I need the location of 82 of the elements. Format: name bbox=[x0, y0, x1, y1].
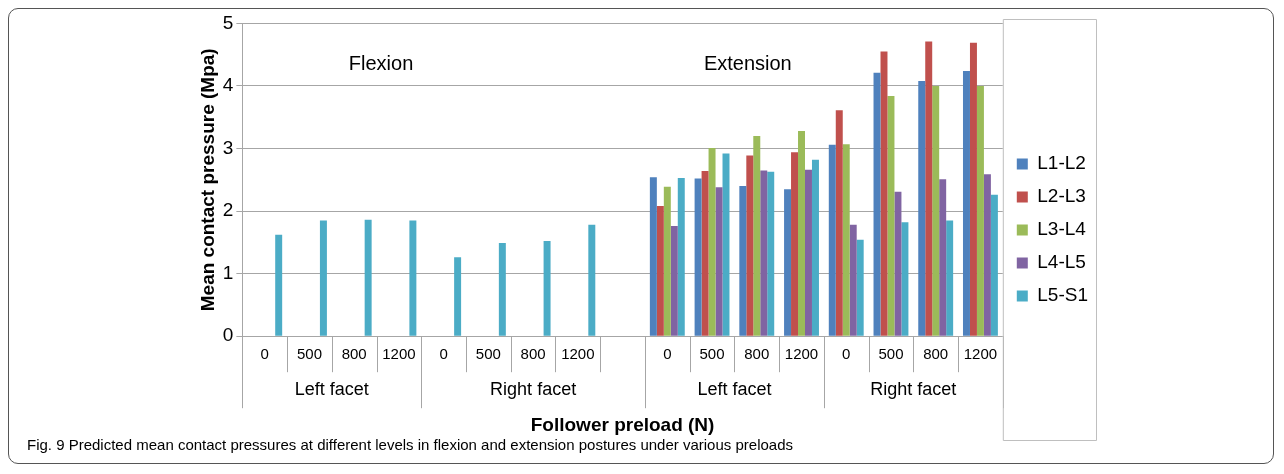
bar bbox=[715, 187, 723, 336]
x-tick-label: 500 bbox=[878, 345, 904, 363]
x-tick-label: 500 bbox=[699, 345, 725, 363]
y-tick-label: 1 bbox=[222, 261, 234, 283]
x-tick-label: 800 bbox=[520, 345, 546, 363]
bar bbox=[708, 147, 716, 336]
bar bbox=[828, 144, 836, 336]
x-tick-label: 0 bbox=[439, 345, 448, 363]
text: Left facet bbox=[697, 379, 772, 400]
x-tick-label: 800 bbox=[923, 345, 949, 363]
legend-label: L1-L2 bbox=[1037, 152, 1086, 174]
y-tick-label: 3 bbox=[222, 136, 234, 158]
x-tick-label: 800 bbox=[744, 345, 770, 363]
bar bbox=[656, 206, 664, 336]
bar bbox=[767, 171, 775, 336]
bar bbox=[856, 239, 864, 336]
y-tick-label: 5 bbox=[222, 11, 234, 33]
annotation: Extension bbox=[703, 51, 792, 74]
legend-label: L2-L3 bbox=[1037, 185, 1086, 207]
bar bbox=[319, 220, 327, 336]
legend-label: L3-L4 bbox=[1037, 218, 1087, 240]
x-tick-label: 800 bbox=[341, 345, 367, 363]
y-tick-label: 4 bbox=[222, 74, 234, 96]
bar bbox=[753, 136, 761, 336]
bar bbox=[677, 177, 685, 336]
bar bbox=[694, 178, 702, 336]
bar bbox=[663, 186, 671, 336]
bar bbox=[543, 241, 551, 336]
bar bbox=[849, 224, 857, 336]
bar bbox=[364, 219, 372, 336]
bar bbox=[939, 179, 947, 336]
bar bbox=[946, 220, 954, 336]
bar bbox=[701, 171, 709, 336]
bar bbox=[932, 85, 940, 336]
x-tick-label: 500 bbox=[475, 345, 501, 363]
x-tick-label: 500 bbox=[296, 345, 322, 363]
y-axis-title: Mean contact pressure (Mpa) bbox=[196, 48, 218, 312]
bar bbox=[925, 41, 933, 336]
bar bbox=[670, 226, 678, 336]
bar bbox=[901, 222, 909, 336]
bar bbox=[791, 152, 799, 336]
x-tick-label: 1200 bbox=[561, 345, 595, 363]
y-tick-label: 0 bbox=[222, 324, 234, 346]
x-tick-label: 0 bbox=[842, 345, 851, 363]
bar bbox=[498, 242, 506, 336]
text: Right facet bbox=[870, 379, 957, 400]
legend-label: L4-L5 bbox=[1037, 251, 1086, 273]
bar bbox=[805, 169, 812, 336]
legend-label: L5-S1 bbox=[1037, 284, 1088, 306]
x-tick-label: 1200 bbox=[784, 345, 819, 363]
bar bbox=[588, 224, 596, 336]
caption: Fig. 9 Predicted mean contact pressures at different levels in flexion and extension postures under various preloads bbox=[27, 436, 793, 453]
annotation: Flexion bbox=[348, 51, 414, 74]
x-axis-title: Follower preload (N) bbox=[530, 413, 715, 435]
bar bbox=[746, 155, 754, 336]
bar bbox=[887, 95, 895, 336]
bar bbox=[976, 85, 984, 336]
bar bbox=[842, 144, 850, 336]
bar bbox=[811, 159, 819, 336]
x-tick-label: 1200 bbox=[963, 345, 998, 363]
bar bbox=[275, 234, 283, 336]
text: Left facet bbox=[294, 379, 369, 400]
bar bbox=[983, 174, 991, 336]
bar bbox=[409, 220, 417, 336]
x-tick-label: 0 bbox=[260, 345, 269, 363]
bar bbox=[990, 194, 998, 336]
bar bbox=[962, 70, 970, 336]
bar bbox=[649, 177, 657, 336]
bar bbox=[894, 191, 902, 336]
x-tick-label: 0 bbox=[663, 345, 672, 363]
bar bbox=[969, 42, 977, 336]
bar bbox=[798, 131, 805, 336]
bar bbox=[918, 80, 926, 336]
bar bbox=[835, 110, 843, 336]
text: Right facet bbox=[490, 379, 577, 400]
bar bbox=[760, 170, 768, 336]
x-tick-label: 1200 bbox=[382, 345, 416, 363]
bar bbox=[739, 186, 747, 336]
y-tick-label: 2 bbox=[222, 199, 234, 221]
bar bbox=[454, 257, 462, 336]
bar bbox=[784, 189, 792, 336]
bar bbox=[873, 72, 881, 336]
